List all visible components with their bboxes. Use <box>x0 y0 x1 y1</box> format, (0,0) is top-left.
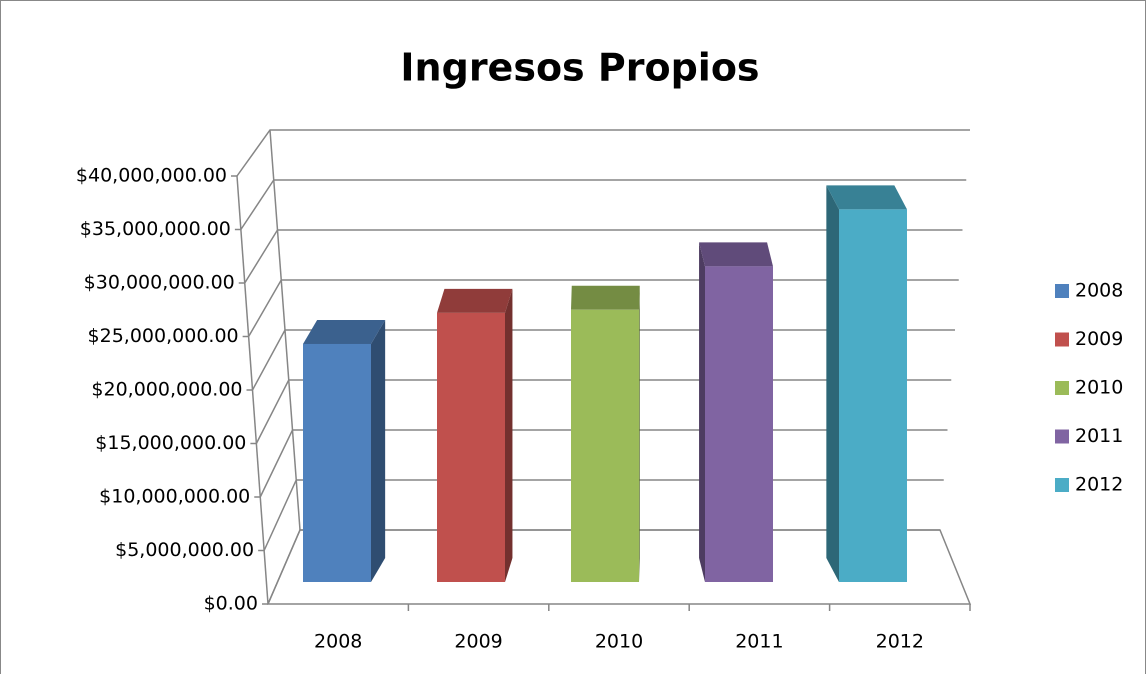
chart-title: Ingresos Propios <box>400 46 759 90</box>
legend-swatch <box>1055 478 1069 492</box>
bar-side <box>639 285 640 582</box>
bar <box>839 209 907 582</box>
grid-line <box>240 179 967 230</box>
y-tick-label: $40,000,000.00 <box>76 165 227 187</box>
x-tick-label: 2010 <box>595 631 643 653</box>
legend-label: 2012 <box>1075 474 1123 496</box>
bar <box>437 312 505 582</box>
grid-line <box>244 229 963 284</box>
y-tick-label: $10,000,000.00 <box>99 486 250 508</box>
bar-top <box>826 185 907 210</box>
bar <box>303 343 371 582</box>
legend-label: 2011 <box>1075 425 1123 447</box>
y-tick-label: $0.00 <box>204 593 258 615</box>
legend-swatch <box>1055 429 1069 444</box>
y-tick-label: $25,000,000.00 <box>88 325 239 347</box>
x-tick-label: 2011 <box>735 631 783 653</box>
bar-side <box>505 288 513 582</box>
bar <box>571 309 639 582</box>
x-tick-label: 2012 <box>876 631 924 653</box>
y-tick-label: $15,000,000.00 <box>95 432 246 454</box>
bar-side <box>826 185 839 582</box>
bar <box>705 266 773 582</box>
y-tick-label: $30,000,000.00 <box>84 272 235 294</box>
bar-top <box>437 288 513 313</box>
legend-swatch <box>1055 381 1069 395</box>
legend-label: 2010 <box>1075 377 1123 399</box>
bar-top <box>571 285 640 310</box>
legend-swatch <box>1055 332 1069 347</box>
y-tick-label: $20,000,000.00 <box>91 379 242 401</box>
legend-swatch <box>1055 284 1069 298</box>
legend-label: 2008 <box>1075 280 1123 302</box>
x-tick-label: 2008 <box>314 631 362 653</box>
bar-top <box>699 242 773 267</box>
bar-side <box>371 319 386 582</box>
grid-line <box>236 129 970 177</box>
x-tick-label: 2009 <box>454 631 502 653</box>
bar-top <box>303 319 386 344</box>
y-tick-label: $5,000,000.00 <box>115 539 254 561</box>
y-tick-label: $35,000,000.00 <box>80 218 231 240</box>
bar-side <box>699 242 705 582</box>
legend-label: 2009 <box>1075 328 1123 350</box>
